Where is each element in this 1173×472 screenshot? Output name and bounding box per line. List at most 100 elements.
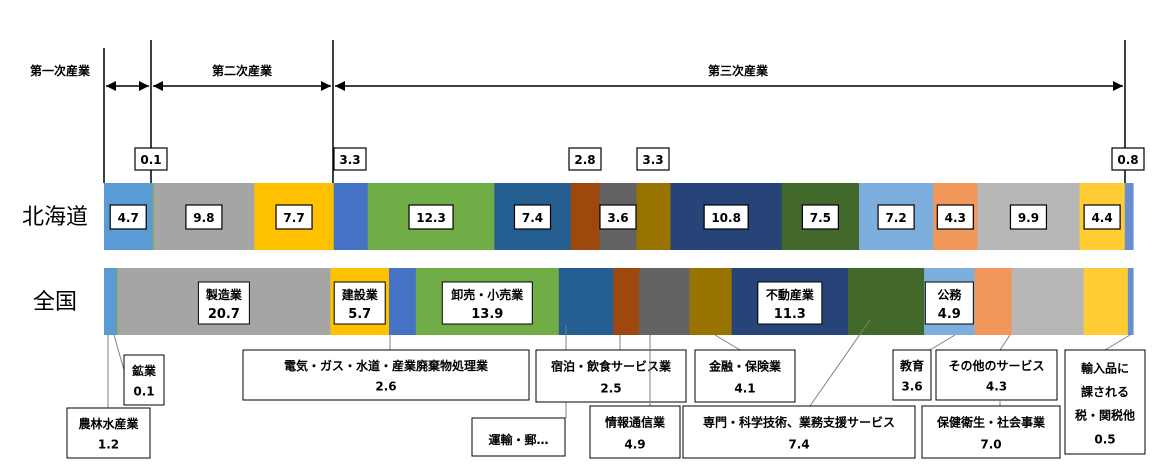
callout-text-11-1: 課される: [1081, 384, 1129, 399]
hokkaido-label-box-0: [109, 204, 147, 230]
callout-text-7-1: 7.4: [788, 437, 809, 451]
hokkaido-label-box-15: [1083, 204, 1121, 230]
callout-text-11-0: 輸入品に: [1081, 360, 1129, 375]
zenkoku-inner-value-12: 4.9: [938, 307, 961, 322]
bar-zenkoku-6: [558, 268, 614, 335]
category-label-zenkoku: 全国: [33, 290, 77, 315]
callout-text-7-0: 専門・科学技術、業務支援サービス: [703, 415, 895, 430]
hokkaido-label-4: 3.3: [339, 153, 360, 167]
bar-zenkoku-0: [104, 268, 117, 335]
hokkaido-label-3: 7.7: [283, 211, 304, 225]
callout-box-4: [535, 349, 687, 403]
hokkaido-label-2: 9.8: [193, 211, 214, 225]
callout-leader-7: [809, 319, 871, 407]
hokkaido-label-box-16: [1111, 147, 1145, 171]
hokkaido-label-13: 4.3: [945, 211, 966, 225]
callout-leader-9: [999, 334, 1011, 351]
callout-box-1: [123, 354, 165, 406]
hokkaido-value-labels: 4.7 0.1 9.8 7.7 3.3 12.3 7.4 2.8 3.6 3.3 10.8 7.5 7.…: [109, 147, 1145, 230]
bar-zenkoku-9: [689, 268, 733, 335]
callout-box-8: [892, 349, 932, 401]
sector-label-0: 第一次産業: [30, 63, 91, 78]
sector-arrow-head-left-0: [106, 81, 116, 91]
hokkaido-label-5: 12.3: [416, 211, 446, 225]
sector-label-1: 第二次産業: [212, 63, 273, 78]
sector-arrow-head-left-2: [335, 81, 345, 91]
bar-hokkaido-7: [570, 183, 601, 250]
callout-text-0-1: 1.2: [98, 438, 119, 452]
zenkoku-callouts: 農林水産業 1.2 鉱業 0.1 電気・ガス・水道・産業廃棄物処理業 2.6 運輸・郵… 宿泊…: [66, 319, 1146, 459]
zenkoku-inner-box-3: [333, 281, 386, 325]
bar-hokkaido-4: [333, 183, 369, 250]
hokkaido-label-box-1: [134, 147, 168, 171]
bar-hokkaido-16: [1124, 183, 1134, 250]
hokkaido-label-box-9: [636, 147, 670, 171]
zenkoku-inner-box-12: [924, 281, 974, 325]
callout-box-11: [1064, 349, 1146, 455]
hokkaido-label-box-12: [877, 204, 915, 230]
callout-text-1-0: 鉱業: [132, 363, 157, 378]
callout-text-0-0: 農林水産業: [78, 416, 139, 431]
callout-leader-1: [113, 334, 125, 371]
bar-zenkoku-16: [1127, 268, 1134, 335]
bar-zenkoku-7: [613, 268, 640, 335]
hokkaido-label-16: 0.8: [1117, 153, 1138, 167]
hokkaido-label-box-3: [275, 204, 313, 230]
hokkaido-label-6: 7.4: [522, 211, 543, 225]
callout-text-3-0: 運輸・郵…: [488, 432, 548, 447]
category-label-hokkaido: 北海道: [22, 205, 88, 230]
callout-text-2-1: 2.6: [375, 380, 396, 394]
bar-zenkoku-14: [1011, 268, 1085, 335]
zenkoku-inner-name-2: 製造業: [205, 287, 243, 302]
zenkoku-inner-value-10: 11.3: [774, 307, 806, 322]
hokkaido-label-15: 4.4: [1091, 211, 1112, 225]
zenkoku-inner-box-10: [757, 281, 823, 325]
hokkaido-label-0: 4.7: [118, 211, 139, 225]
callout-box-2: [242, 349, 530, 401]
callout-box-5: [589, 405, 681, 459]
hokkaido-label-1: 0.1: [140, 153, 161, 167]
bar-zenkoku-4: [389, 268, 417, 335]
bar-hokkaido-1: [152, 183, 155, 250]
callout-text-5-1: 4.9: [624, 437, 645, 451]
bar-zenkoku-13: [974, 268, 1013, 335]
zenkoku-inner-box-5: [441, 281, 533, 325]
zenkoku-inner-name-10: 不動産業: [766, 287, 815, 302]
callout-leader-11: [1104, 334, 1131, 351]
callout-text-2-0: 電気・ガス・水道・産業廃棄物処理業: [284, 358, 489, 373]
zenkoku-inner-name-5: 卸売・小売業: [451, 287, 524, 302]
callout-text-8-0: 教育: [899, 358, 924, 373]
sector-headers: 第一次産業 第二次産業 第三次産業: [30, 40, 1126, 183]
hokkaido-label-box-6: [513, 204, 552, 230]
callout-text-11-2: 税・関税他: [1075, 408, 1135, 423]
sector-arrow-head-right-1: [321, 81, 331, 91]
bar-hokkaido-9: [636, 183, 672, 250]
bar-zenkoku-11: [847, 268, 925, 335]
hokkaido-label-box-13: [936, 204, 974, 230]
callout-leader-6: [714, 334, 741, 351]
hokkaido-label-7: 2.8: [574, 153, 595, 167]
sector-arrow-head-right-0: [139, 81, 149, 91]
hokkaido-label-box-10: [703, 204, 749, 230]
callout-text-6-1: 4.1: [734, 381, 755, 395]
hokkaido-label-box-5: [408, 204, 454, 230]
callout-box-10: [921, 405, 1061, 459]
callout-box-3: [471, 417, 566, 457]
hokkaido-label-box-8: [599, 204, 637, 230]
hokkaido-label-box-7: [568, 147, 602, 171]
hokkaido-label-14: 9.9: [1018, 211, 1039, 225]
callout-text-5-0: 情報通信業: [605, 415, 666, 430]
callout-leader-8: [929, 334, 956, 351]
hokkaido-label-box-4: [333, 147, 367, 171]
bar-zenkoku-8: [639, 268, 691, 335]
callout-text-4-1: 2.5: [600, 381, 621, 395]
bar-zenkoku-15: [1083, 268, 1129, 335]
callout-box-7: [682, 405, 916, 459]
callout-box-9: [935, 349, 1058, 401]
hokkaido-label-box-14: [1009, 204, 1048, 230]
zenkoku-inner-name-12: 公務: [937, 287, 962, 302]
hokkaido-label-9: 3.3: [642, 153, 663, 167]
callout-text-9-0: その他のサービス: [948, 358, 1044, 373]
